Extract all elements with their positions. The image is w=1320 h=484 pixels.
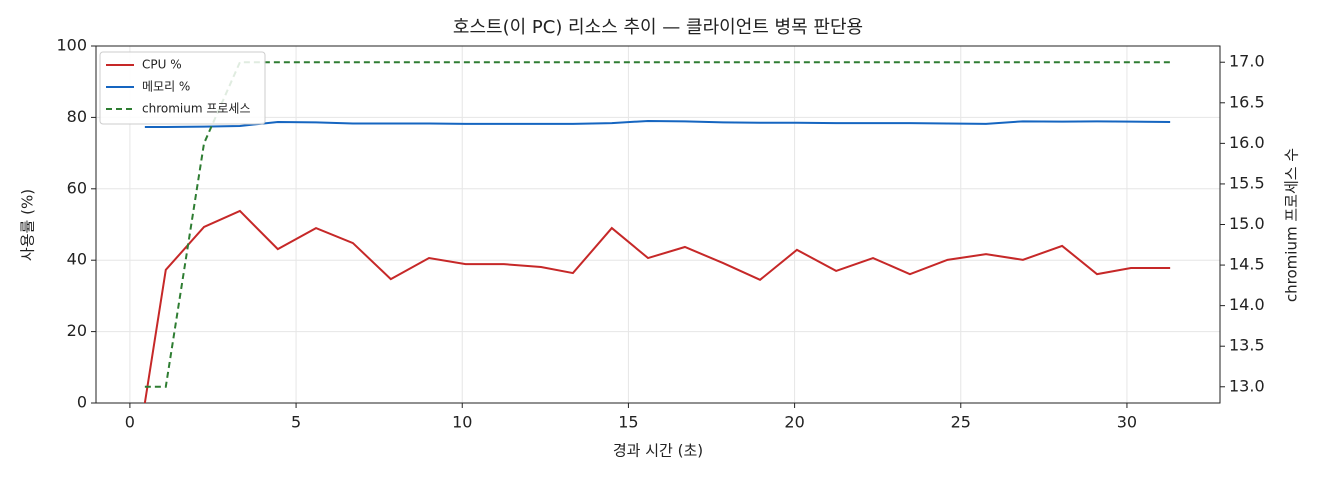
x-tick-label: 20 <box>784 413 804 432</box>
legend-label: chromium 프로세스 <box>142 102 251 116</box>
y2-tick-label: 15.0 <box>1229 214 1265 233</box>
series-line <box>144 61 1171 388</box>
y2-tick-label: 13.0 <box>1229 376 1265 395</box>
x-tick-label: 10 <box>452 413 472 432</box>
y2-tick-label: 14.0 <box>1229 295 1265 314</box>
x-tick-label: 5 <box>291 413 301 432</box>
y2-tick-label: 16.0 <box>1229 133 1265 152</box>
y-tick-label: 60 <box>67 178 87 197</box>
y-axis-label: 사용률 (%) <box>19 189 37 261</box>
legend-label: 메모리 % <box>142 80 190 94</box>
x-tick-label: 15 <box>618 413 638 432</box>
plot-frame <box>95 45 1221 404</box>
legend-box <box>99 51 266 125</box>
y-tick-label: 20 <box>67 321 87 340</box>
x-tick-label: 0 <box>125 413 135 432</box>
x-tick-label: 25 <box>951 413 971 432</box>
y2-tick-label: 14.5 <box>1229 255 1265 274</box>
y2-tick-label: 17.0 <box>1229 52 1265 71</box>
series-line <box>143 209 1171 404</box>
y2-axis-label: chromium 프로세스 수 <box>1283 148 1301 302</box>
series-line <box>144 119 1171 129</box>
y-tick-label: 100 <box>56 36 87 55</box>
y-tick-label: 80 <box>67 107 87 126</box>
y-tick-label: 40 <box>67 250 87 269</box>
x-axis-label: 경과 시간 (초) <box>613 442 703 460</box>
x-tick-label: 30 <box>1117 413 1137 432</box>
y2-tick-label: 13.5 <box>1229 336 1265 355</box>
legend-label: CPU % <box>142 58 182 72</box>
y2-tick-label: 16.5 <box>1229 92 1265 111</box>
y2-tick-label: 15.5 <box>1229 173 1265 192</box>
y-tick-label: 0 <box>77 393 87 412</box>
chart-title: 호스트(이 PC) 리소스 추이 — 클라이언트 병목 판단용 <box>453 17 863 38</box>
